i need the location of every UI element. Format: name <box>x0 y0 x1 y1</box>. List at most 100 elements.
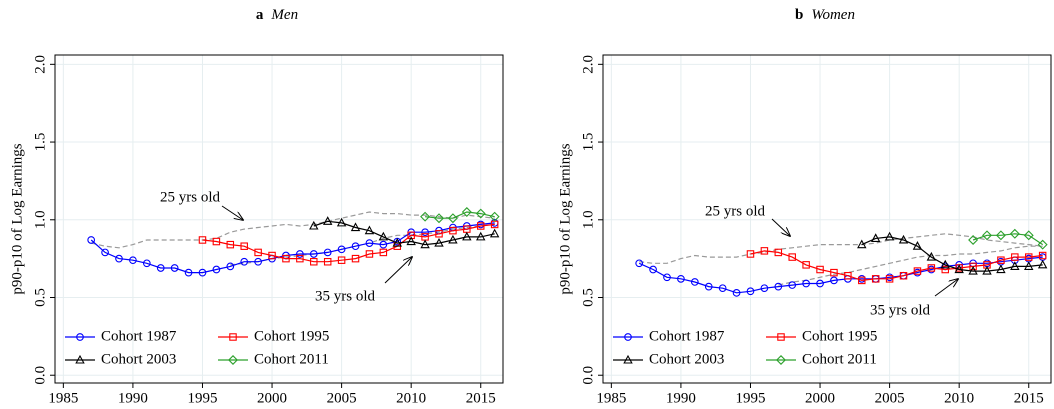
reference-line <box>91 211 495 249</box>
point <box>704 282 713 291</box>
series-line <box>638 256 1043 294</box>
point <box>913 267 922 275</box>
point <box>995 230 1006 241</box>
point <box>447 213 458 224</box>
point <box>663 273 671 282</box>
point <box>212 237 221 246</box>
point <box>1038 251 1047 260</box>
point <box>690 278 699 286</box>
y-tick-label: 1.0 <box>32 210 48 229</box>
point <box>982 230 992 241</box>
legend-label: Cohort 2011 <box>254 351 329 367</box>
y-tick-label: 0.5 <box>580 288 596 307</box>
x-tick-label: 1995 <box>735 390 765 406</box>
point <box>774 248 783 257</box>
point <box>885 275 894 283</box>
point <box>788 253 796 261</box>
legend-marker <box>776 355 786 365</box>
point <box>198 268 207 277</box>
point <box>912 241 923 250</box>
legend-label: Cohort 1995 <box>254 328 329 344</box>
point <box>858 276 866 285</box>
legend-marker <box>76 333 84 341</box>
point <box>830 268 838 277</box>
point <box>746 287 755 296</box>
point <box>926 251 937 261</box>
y-tick-label: 1.5 <box>580 133 596 152</box>
point <box>226 240 235 249</box>
point <box>884 231 895 241</box>
point <box>378 231 389 241</box>
point <box>296 250 304 258</box>
point <box>968 235 979 245</box>
point <box>677 274 685 283</box>
point <box>337 256 346 264</box>
point <box>997 256 1005 264</box>
annotation: 35 yrs old <box>870 302 931 318</box>
point <box>1009 228 1020 239</box>
point <box>940 259 950 269</box>
point <box>774 282 783 291</box>
point <box>351 242 360 251</box>
point <box>336 217 347 227</box>
point <box>309 250 318 258</box>
point <box>129 256 137 265</box>
point <box>337 245 346 254</box>
point <box>476 222 485 230</box>
point <box>379 240 388 249</box>
point <box>392 237 402 247</box>
annotation: 35 yrs old <box>315 288 376 304</box>
point <box>351 254 360 263</box>
y-tick-label: 1.0 <box>580 210 596 229</box>
point <box>310 257 318 266</box>
x-tick-label: 1985 <box>48 390 78 406</box>
y-tick-label: 1.5 <box>32 133 48 152</box>
y-tick-label: 2.0 <box>580 55 596 74</box>
legend-label: Cohort 2003 <box>649 351 724 367</box>
point <box>954 264 964 274</box>
point <box>844 271 852 280</box>
point <box>996 264 1006 274</box>
series-line <box>750 250 1043 282</box>
legend-marker <box>777 333 785 341</box>
point <box>968 265 978 275</box>
point <box>927 264 936 272</box>
point <box>475 208 486 219</box>
point <box>254 257 262 266</box>
point <box>365 250 374 258</box>
point <box>732 288 741 297</box>
x-tick-label: 2015 <box>466 390 496 406</box>
annotation-arrow <box>384 257 412 284</box>
point <box>240 257 249 266</box>
point <box>1024 253 1033 261</box>
point <box>899 271 908 280</box>
plot-frame <box>54 54 504 384</box>
point <box>142 259 151 268</box>
x-tick-label: 1990 <box>118 390 148 406</box>
point <box>406 236 416 246</box>
point <box>462 231 472 241</box>
point <box>420 211 431 222</box>
point <box>350 222 361 232</box>
point <box>421 228 429 237</box>
point <box>635 259 644 268</box>
legend-marker <box>228 355 238 365</box>
point <box>309 220 319 230</box>
point <box>898 234 909 244</box>
point <box>322 216 333 225</box>
point <box>489 211 500 222</box>
point <box>448 234 458 244</box>
point <box>1010 261 1020 270</box>
y-tick-label: 0.0 <box>32 366 48 385</box>
point <box>240 242 248 250</box>
point <box>296 254 304 263</box>
point <box>449 226 457 235</box>
y-tick-label: 0.0 <box>580 366 596 385</box>
point <box>802 279 810 288</box>
point <box>323 257 332 266</box>
annotation-arrow <box>221 205 243 220</box>
x-tick-label: 2000 <box>257 390 287 406</box>
point <box>649 265 657 274</box>
point <box>379 248 388 257</box>
x-tick-label: 1990 <box>666 390 696 406</box>
